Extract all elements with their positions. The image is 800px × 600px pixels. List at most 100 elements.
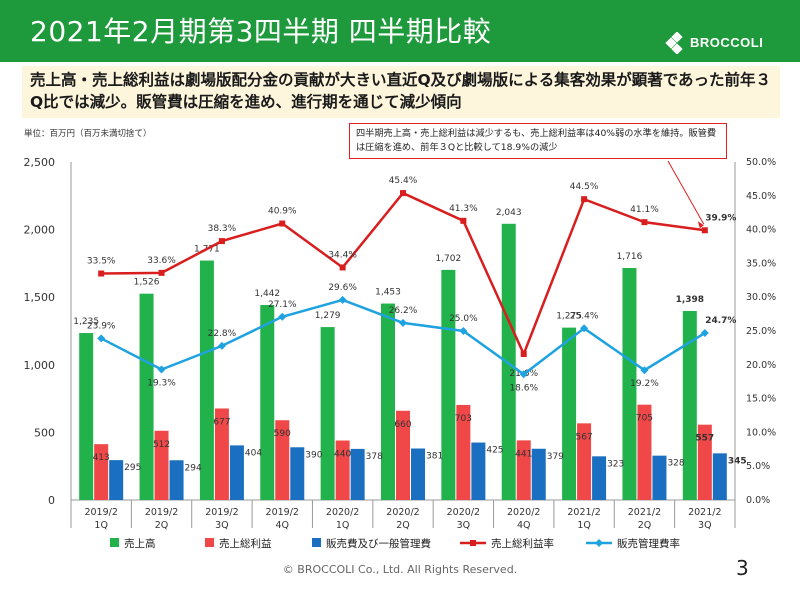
sga-rate-marker: [580, 324, 589, 333]
legend-marker: [470, 540, 476, 546]
sga-bar-value-label: 379: [547, 452, 564, 462]
sga-rate-marker: [278, 312, 287, 321]
gross-profit-bar: [456, 404, 471, 500]
sga-bar-value-label: 328: [667, 459, 684, 469]
sga-bar-value-label: 378: [366, 452, 383, 462]
legend-label: 売上総利益: [219, 537, 272, 550]
y-right-tick-label: 0.0%: [746, 495, 770, 506]
gross-profit-bar-value-label: 677: [213, 417, 230, 427]
gross-profit-bar: [154, 430, 169, 500]
x-tick-label-year: 2021/2: [688, 507, 721, 518]
y-right-tick-label: 40.0%: [746, 225, 776, 236]
legend-swatch: [205, 538, 214, 547]
legend-swatch: [110, 538, 119, 547]
x-tick-label-quarter: 2Q: [638, 520, 652, 531]
sales-bar-value-label: 1,702: [435, 254, 461, 264]
sga-rate-value-label: 26.2%: [389, 306, 418, 316]
gross-margin-rate-marker: [581, 196, 588, 203]
x-tick-label-year: 2019/2: [205, 507, 238, 518]
sga-bar: [169, 460, 184, 500]
x-tick-label-quarter: 2Q: [396, 520, 410, 531]
gross-margin-rate-marker: [641, 219, 648, 226]
gross-margin-rate-line: [101, 191, 705, 358]
gross-margin-rate-value-label: 34.4%: [328, 250, 357, 260]
gross-margin-rate-value-label: 38.3%: [208, 224, 237, 234]
gross-margin-rate-value-label: 33.5%: [87, 257, 116, 267]
sga-rate-value-label: 19.3%: [147, 379, 176, 389]
sga-rate-value-label: 22.8%: [208, 329, 237, 339]
copyright-footer: © BROCCOLI Co., Ltd. All Rights Reserved…: [282, 563, 518, 576]
gross-margin-rate-marker: [218, 238, 225, 245]
sales-bar-value-label: 1,398: [676, 295, 704, 305]
x-tick-label-quarter: 3Q: [457, 520, 471, 531]
y-left-tick-label: 1,000: [24, 359, 56, 372]
y-right-tick-label: 20.0%: [746, 360, 776, 371]
y-left-tick-label: 0: [48, 494, 55, 507]
sales-bar-value-label: 1,716: [617, 252, 643, 262]
x-tick-label-year: 2020/2: [507, 507, 540, 518]
gross-profit-bar-value-label: 441: [515, 449, 532, 459]
sga-bar: [290, 447, 305, 500]
sales-bar: [320, 327, 335, 500]
sales-bar: [622, 267, 637, 500]
sales-bar-value-label: 1,526: [134, 278, 160, 288]
sga-rate-value-label: 25.0%: [449, 314, 478, 324]
legend-marker: [595, 539, 603, 547]
sga-bar: [712, 453, 727, 500]
sga-bar-value-label: 294: [185, 463, 202, 473]
sga-rate-value-label: 19.2%: [630, 379, 659, 389]
legend-swatch: [312, 538, 321, 547]
sga-rate-marker: [217, 341, 226, 350]
y-right-tick-label: 10.0%: [746, 427, 776, 438]
x-tick-label-year: 2020/2: [326, 507, 359, 518]
sga-bar: [471, 442, 486, 500]
gross-profit-bar: [94, 444, 109, 500]
x-tick-label-year: 2019/2: [266, 507, 299, 518]
header-bar: 2021年2月期第3四半期 四半期比較 BROCCOLI: [0, 0, 800, 62]
x-tick-label-quarter: 1Q: [336, 520, 350, 531]
y-right-tick-label: 30.0%: [746, 292, 776, 303]
sales-bar: [381, 303, 395, 500]
y-left-tick-label: 2,500: [24, 156, 56, 169]
gross-profit-bar-value-label: 703: [455, 414, 472, 424]
sales-bar-value-label: 1,235: [73, 317, 99, 327]
sga-bar-value-label: 425: [486, 446, 503, 456]
x-tick-label-quarter: 1Q: [577, 520, 591, 531]
sales-bar: [260, 305, 275, 500]
sga-rate-value-label: 24.7%: [705, 316, 736, 326]
sga-rate-marker: [338, 295, 347, 304]
sales-bar: [199, 260, 214, 500]
sga-bar: [350, 448, 365, 500]
x-tick-label-year: 2021/2: [628, 507, 661, 518]
unit-label: 単位：百万円（百万未満切捨て）: [24, 129, 152, 139]
broccoli-logo-icon: [665, 32, 683, 54]
y-left-tick-label: 2,000: [24, 224, 56, 237]
sga-bar: [411, 448, 425, 500]
y-right-tick-label: 15.0%: [746, 394, 776, 405]
sales-bar-value-label: 1,275: [556, 312, 582, 322]
sga-bar: [652, 455, 667, 500]
gross-profit-bar-value-label: 660: [394, 420, 411, 430]
sales-bar: [139, 293, 154, 500]
sga-bar: [531, 448, 546, 500]
y-right-tick-label: 25.0%: [746, 326, 776, 337]
y-right-tick-label: 50.0%: [746, 157, 776, 168]
sga-rate-value-label: 29.6%: [328, 283, 357, 293]
legend-label: 売上高: [124, 537, 156, 550]
summary-text: 売上高・売上総利益は劇場版配分金の貢献が大きい直近Q及び劇場版による集客効果が顕…: [30, 71, 772, 111]
sales-bar: [441, 269, 456, 500]
gross-margin-rate-value-label: 44.5%: [570, 182, 599, 192]
gross-profit-bar: [637, 404, 652, 500]
sales-bar: [682, 310, 697, 500]
gross-profit-bar: [697, 424, 712, 500]
sga-bar: [229, 445, 244, 500]
gross-margin-rate-value-label: 45.4%: [389, 176, 418, 186]
gross-profit-bar-value-label: 590: [274, 429, 291, 439]
gross-profit-bar-value-label: 557: [695, 434, 714, 444]
y-left-tick-label: 1,500: [24, 291, 56, 304]
y-right-tick-label: 45.0%: [746, 191, 776, 202]
sga-bar-value-label: 381: [426, 451, 443, 461]
gross-margin-rate-value-label: 41.3%: [449, 204, 478, 214]
legend-label: 売上総利益率: [491, 537, 554, 550]
sga-bar-value-label: 323: [607, 459, 624, 469]
